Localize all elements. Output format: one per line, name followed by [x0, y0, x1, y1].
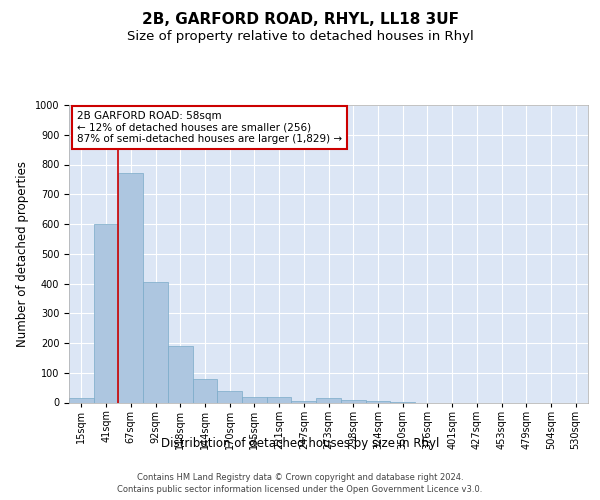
Bar [242, 397, 267, 402]
Bar [267, 398, 292, 402]
Bar [316, 398, 341, 402]
Bar [341, 400, 365, 402]
Bar [69, 398, 94, 402]
Bar [365, 401, 390, 402]
Bar [143, 282, 168, 403]
Bar [94, 224, 118, 402]
Text: Distribution of detached houses by size in Rhyl: Distribution of detached houses by size … [161, 438, 439, 450]
Bar [217, 391, 242, 402]
Text: 2B, GARFORD ROAD, RHYL, LL18 3UF: 2B, GARFORD ROAD, RHYL, LL18 3UF [142, 12, 458, 28]
Y-axis label: Number of detached properties: Number of detached properties [16, 161, 29, 347]
Text: Size of property relative to detached houses in Rhyl: Size of property relative to detached ho… [127, 30, 473, 43]
Bar [168, 346, 193, 403]
Bar [292, 401, 316, 402]
Bar [118, 174, 143, 402]
Bar [193, 380, 217, 402]
Text: 2B GARFORD ROAD: 58sqm
← 12% of detached houses are smaller (256)
87% of semi-de: 2B GARFORD ROAD: 58sqm ← 12% of detached… [77, 111, 342, 144]
Text: Contains HM Land Registry data © Crown copyright and database right 2024.: Contains HM Land Registry data © Crown c… [137, 472, 463, 482]
Text: Contains public sector information licensed under the Open Government Licence v3: Contains public sector information licen… [118, 485, 482, 494]
